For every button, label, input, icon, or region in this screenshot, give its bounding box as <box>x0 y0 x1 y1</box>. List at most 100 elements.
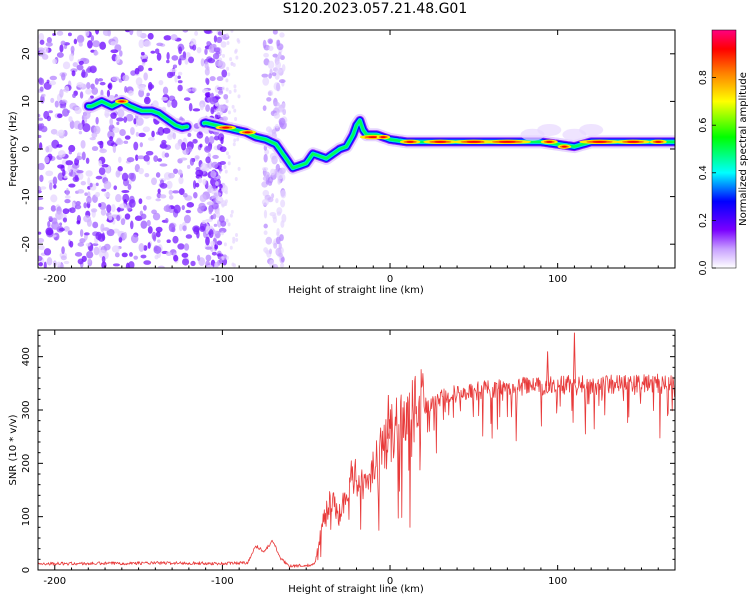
noise-blob <box>72 93 77 98</box>
noise-blob <box>141 58 148 63</box>
noise-blob <box>186 164 191 170</box>
noise-blob <box>213 35 218 43</box>
noise-blob <box>115 139 124 146</box>
noise-blob <box>94 78 99 85</box>
noise-blob <box>232 239 236 244</box>
noise-blob <box>143 96 151 105</box>
noise-blob <box>93 125 101 135</box>
noise-blob <box>177 169 183 176</box>
noise-blob <box>225 255 229 260</box>
noise-blob <box>46 37 52 44</box>
noise-blob <box>134 215 143 221</box>
noise-blob <box>167 172 175 179</box>
noise-blob <box>110 112 117 119</box>
noise-blob <box>192 44 197 51</box>
noise-blob <box>213 223 218 227</box>
noise-blob <box>133 118 137 125</box>
noise-blob <box>189 157 195 166</box>
noise-blob <box>178 176 184 185</box>
noise-blob <box>53 184 57 189</box>
noise-blob <box>179 157 188 161</box>
noise-blob <box>110 41 117 46</box>
noise-blob <box>267 180 273 186</box>
noise-blob <box>64 198 71 204</box>
colorbar: 0.0 0.2 0.4 0.6 0.8 Normalized spectral ampl… <box>698 29 749 276</box>
noise-blob <box>218 227 227 234</box>
noise-blob <box>83 232 90 236</box>
noise-blob <box>213 261 219 268</box>
noise-blob <box>38 134 42 139</box>
noise-blob <box>41 53 49 60</box>
noise-blob <box>223 93 229 100</box>
noise-blob <box>65 160 74 166</box>
noise-blob <box>114 252 120 258</box>
noise-blob <box>205 104 211 112</box>
noise-blob <box>119 50 123 57</box>
noise-blob <box>38 113 41 118</box>
noise-blob <box>101 255 106 263</box>
ridge-hotspot <box>368 136 379 139</box>
colorbar-tick-label: 0.4 <box>698 165 709 180</box>
noise-blob <box>173 204 181 214</box>
ridge-hotspot <box>434 140 447 143</box>
noise-blob <box>72 62 78 68</box>
noise-blob <box>192 225 201 233</box>
noise-blob <box>122 74 130 82</box>
noise-blob <box>223 165 227 170</box>
noise-blob <box>125 113 134 122</box>
noise-blob <box>146 92 150 97</box>
noise-blob <box>95 182 99 187</box>
noise-blob <box>158 79 164 86</box>
y-tick-label: 200 <box>21 454 32 473</box>
noise-blob <box>137 65 144 72</box>
noise-blob <box>236 38 240 43</box>
noise-blob <box>204 92 210 97</box>
noise-blob <box>99 148 107 154</box>
noise-blob <box>38 117 43 121</box>
noise-blob <box>97 78 104 82</box>
noise-blob <box>104 113 111 117</box>
noise-blob <box>56 30 64 36</box>
noise-blob <box>182 225 187 232</box>
noise-blob <box>181 258 190 266</box>
noise-blob <box>48 110 53 114</box>
noise-blob <box>108 214 113 221</box>
chart-title: S120.2023.057.21.48.G01 <box>282 1 468 17</box>
noise-blob <box>169 194 174 200</box>
noise-blob <box>174 142 181 150</box>
noise-blob <box>84 30 90 37</box>
noise-blob <box>222 53 226 58</box>
noise-blob <box>173 254 179 262</box>
noise-blob <box>192 138 198 144</box>
noise-blob <box>183 214 191 224</box>
noise-blob <box>49 80 57 86</box>
noise-blob <box>177 243 185 250</box>
noise-blob <box>95 30 100 35</box>
noise-blob <box>136 30 143 37</box>
noise-blob <box>216 36 223 44</box>
noise-blob <box>67 164 72 173</box>
noise-blob <box>76 170 84 174</box>
noise-blob <box>110 49 119 54</box>
noise-blob <box>45 170 54 177</box>
noise-blob <box>271 193 275 199</box>
noise-blob <box>38 33 45 42</box>
noise-blob <box>102 227 110 231</box>
noise-blob <box>154 48 160 54</box>
noise-blob <box>167 134 173 141</box>
noise-blob <box>214 244 219 250</box>
noise-blob <box>273 101 280 107</box>
noise-blob <box>217 60 226 70</box>
noise-blob <box>49 75 58 81</box>
noise-blob <box>275 123 279 129</box>
snr-frame <box>37 329 676 571</box>
noise-blob <box>227 161 231 166</box>
noise-blob <box>87 258 92 264</box>
noise-blob <box>152 212 161 221</box>
noise-blob <box>38 255 43 262</box>
noise-blob <box>89 182 93 188</box>
noise-blob <box>228 90 232 95</box>
noise-blob <box>159 143 168 149</box>
noise-blob <box>98 159 102 167</box>
noise-blob <box>263 52 269 58</box>
